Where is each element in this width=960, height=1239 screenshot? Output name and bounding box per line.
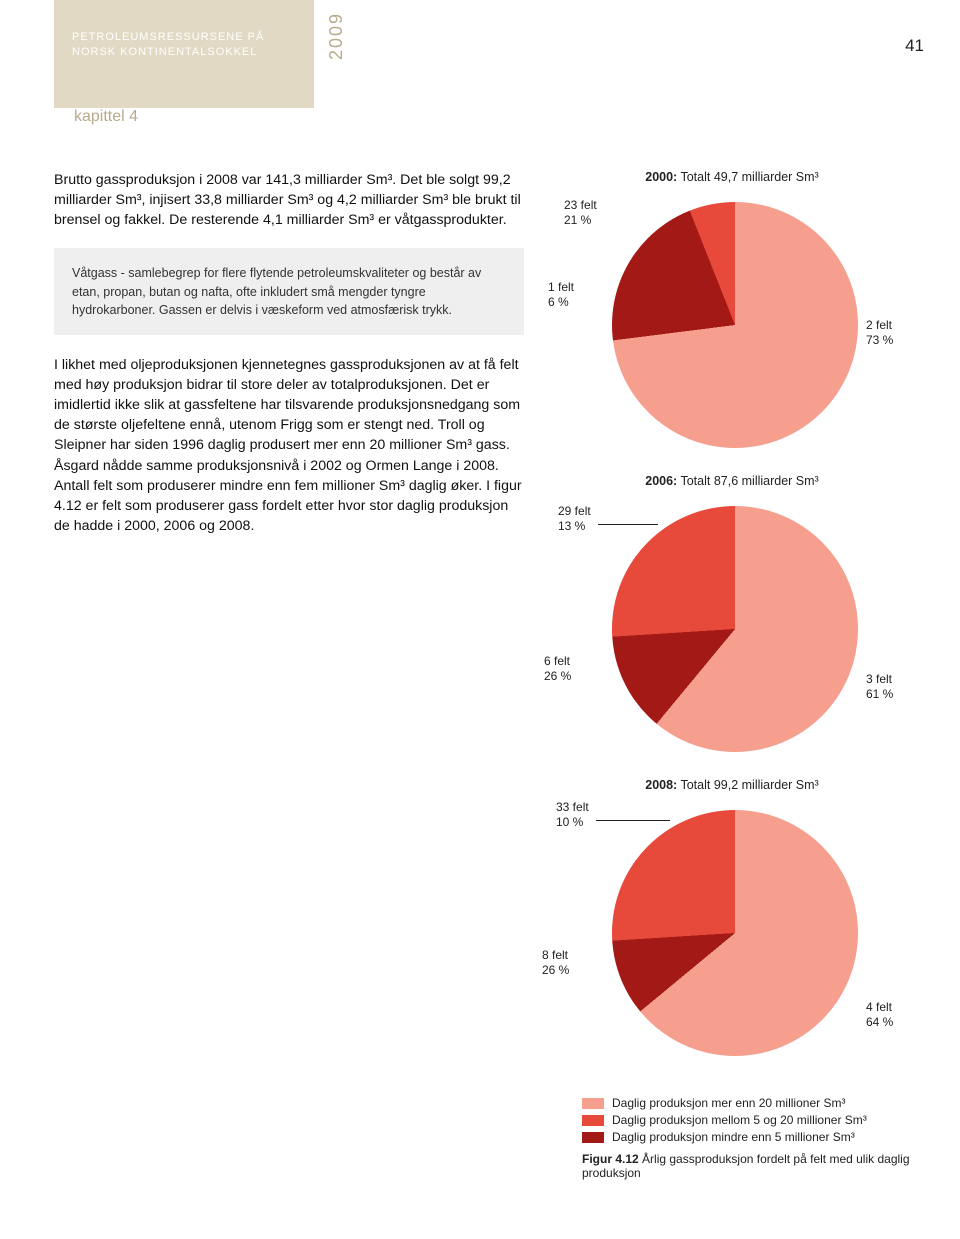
leader-line bbox=[596, 820, 670, 821]
slice-label: 6 felt 26 % bbox=[544, 654, 571, 684]
left-column: Brutto gassproduksjon i 2008 var 141,3 m… bbox=[54, 170, 524, 1180]
page: PETROLEUMSRESSURSENE PÅ NORSK KONTINENTA… bbox=[0, 0, 960, 1239]
chart-title: 2008: Totalt 99,2 milliarder Sm³ bbox=[582, 778, 882, 792]
slice-label: 1 felt 6 % bbox=[548, 280, 574, 310]
chart-title: 2000: Totalt 49,7 milliarder Sm³ bbox=[582, 170, 882, 184]
legend-swatch bbox=[582, 1132, 604, 1143]
pie-chart-2008: 2008: Totalt 99,2 milliarder Sm³ 33 felt… bbox=[542, 778, 882, 1068]
slice-label: 2 felt 73 % bbox=[866, 318, 893, 348]
legend-swatch bbox=[582, 1098, 604, 1109]
figure-caption: Figur 4.12 Årlig gassproduksjon fordelt … bbox=[582, 1152, 924, 1180]
header-line-1: PETROLEUMSRESSURSENE PÅ bbox=[72, 30, 296, 45]
year-label: 2009 bbox=[326, 12, 347, 60]
legend-item: Daglig produksjon mer enn 20 millioner S… bbox=[582, 1096, 924, 1110]
legend-swatch bbox=[582, 1115, 604, 1126]
legend: Daglig produksjon mer enn 20 millioner S… bbox=[582, 1096, 924, 1144]
slice-label: 8 felt 26 % bbox=[542, 948, 569, 978]
pie-chart-2000: 2000: Totalt 49,7 milliarder Sm³ 23 felt… bbox=[542, 170, 882, 460]
header-block: PETROLEUMSRESSURSENE PÅ NORSK KONTINENTA… bbox=[54, 0, 314, 108]
legend-item: Daglig produksjon mellom 5 og 20 million… bbox=[582, 1113, 924, 1127]
page-number: 41 bbox=[905, 36, 924, 56]
pie-chart-2006: 2006: Totalt 87,6 milliarder Sm³ 29 felt… bbox=[542, 474, 882, 764]
slice-label: 3 felt 61 % bbox=[866, 672, 893, 702]
slice-label: 33 felt 10 % bbox=[556, 800, 589, 830]
chapter-wrap: kapittel 4 bbox=[54, 108, 314, 130]
legend-item: Daglig produksjon mindre enn 5 millioner… bbox=[582, 1130, 924, 1144]
chapter-label: kapittel 4 bbox=[54, 108, 138, 125]
main-content: Brutto gassproduksjon i 2008 var 141,3 m… bbox=[54, 170, 924, 1180]
paragraph-2: I likhet med oljeproduksjonen kjennetegn… bbox=[54, 355, 524, 536]
pie-2008 bbox=[612, 810, 858, 1056]
leader-line bbox=[598, 524, 658, 525]
callout-box: Våtgass - samlebegrep for flere flytende… bbox=[54, 248, 524, 334]
slice-label: 29 felt 13 % bbox=[558, 504, 591, 534]
slice-label: 23 felt 21 % bbox=[564, 198, 597, 228]
chart-title: 2006: Totalt 87,6 milliarder Sm³ bbox=[582, 474, 882, 488]
slice-label: 4 felt 64 % bbox=[866, 1000, 893, 1030]
right-column: 2000: Totalt 49,7 milliarder Sm³ 23 felt… bbox=[542, 170, 924, 1180]
paragraph-1: Brutto gassproduksjon i 2008 var 141,3 m… bbox=[54, 170, 524, 230]
header-line-2: NORSK KONTINENTALSOKKEL bbox=[72, 45, 296, 60]
pie-2006 bbox=[612, 506, 858, 752]
pie-2000 bbox=[612, 202, 858, 448]
